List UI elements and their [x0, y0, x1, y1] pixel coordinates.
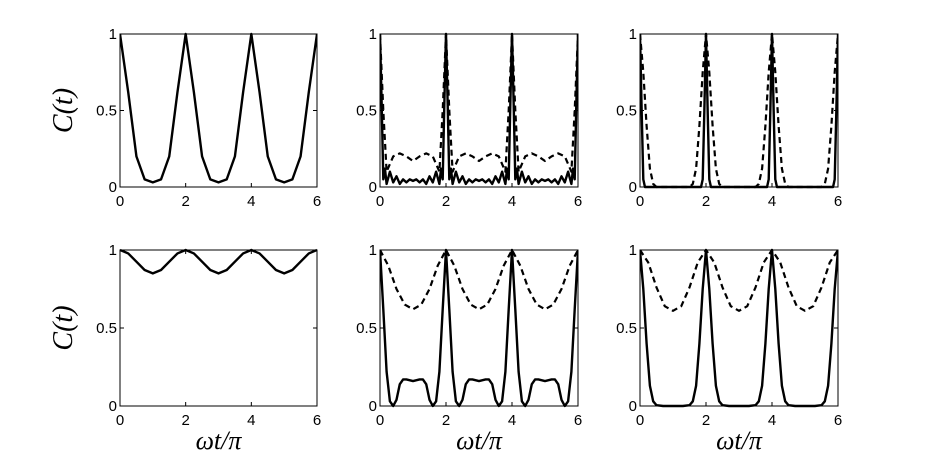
x-tick-label: 6: [834, 412, 842, 429]
panel-r1-c2: 0 2 4 6 0 0.5 1 ωt/π: [616, 242, 842, 455]
y-tick-label: 1: [369, 242, 377, 259]
x-tick-label: 0: [376, 412, 384, 429]
y-tick-label: 0: [109, 179, 117, 196]
x-tick-label: 0: [376, 193, 384, 210]
solid-series-line: [120, 32, 317, 184]
y-tick-label: 0.5: [616, 320, 637, 337]
y-tick-label: 0: [629, 398, 637, 415]
series-group: [120, 32, 317, 184]
y-tick-label: 0.5: [96, 103, 117, 120]
axes-frame: [119, 33, 318, 188]
x-tick-label: 0: [116, 193, 124, 210]
x-tick-label: 2: [442, 193, 450, 210]
x-tick-label: 4: [768, 193, 776, 210]
y-tick-label: 0: [369, 398, 377, 415]
dashed-series-line: [380, 32, 578, 173]
series-group: [380, 248, 578, 408]
axes-frame: [379, 249, 579, 407]
series-group: [380, 32, 578, 186]
panel-r0-c1: 0 2 4 6 0 0.5 1: [356, 26, 582, 210]
x-tick-label: 4: [247, 412, 255, 429]
x-tick-label: 6: [834, 193, 842, 210]
y-tick-label: 1: [629, 242, 637, 259]
x-tick-label: 0: [116, 412, 124, 429]
y-tick-label: 1: [629, 26, 637, 43]
axes-frame: [639, 249, 839, 407]
y-tick-label: 0.5: [616, 103, 637, 120]
x-tick-label: 2: [181, 412, 189, 429]
series-group: [640, 32, 838, 189]
x-tick-label: 4: [768, 412, 776, 429]
x-tick-label: 2: [702, 412, 710, 429]
panel-r1-c0: 0 2 4 6 0 0.5 1 C(t) ωt/π: [48, 242, 321, 455]
x-tick-label: 0: [636, 412, 644, 429]
axes-frame: [639, 33, 839, 188]
solid-series-line: [120, 248, 317, 275]
solid-series-line: [380, 248, 578, 408]
solid-series-line: [640, 32, 838, 189]
x-tick-label: 2: [702, 193, 710, 210]
dashed-series-line: [380, 248, 578, 311]
series-group: [640, 248, 838, 408]
x-tick-label: 6: [574, 193, 582, 210]
x-tick-label: 4: [247, 193, 255, 210]
y-tick-label: 0: [109, 398, 117, 415]
solid-series-line: [640, 248, 838, 408]
axes-frame: [379, 33, 579, 188]
y-axis-label: C(t): [48, 88, 79, 133]
x-tick-label: 2: [181, 193, 189, 210]
x-axis-label: ωt/π: [196, 426, 243, 455]
x-tick-label: 6: [574, 412, 582, 429]
panel-r1-c1: 0 2 4 6 0 0.5 1 ωt/π: [356, 242, 582, 455]
x-tick-label: 4: [508, 412, 516, 429]
series-group: [120, 248, 317, 275]
x-tick-label: 6: [313, 412, 321, 429]
y-tick-label: 0: [629, 179, 637, 196]
solid-series-line: [380, 32, 578, 186]
dashed-series-line: [640, 248, 838, 312]
y-tick-label: 0.5: [356, 320, 377, 337]
x-tick-label: 4: [508, 193, 516, 210]
dashed-series-line: [640, 32, 838, 189]
panel-r0-c2: 0 2 4 6 0 0.5 1: [616, 26, 842, 210]
y-axis-label: C(t): [48, 305, 79, 350]
x-tick-label: 6: [313, 193, 321, 210]
y-tick-label: 0.5: [356, 103, 377, 120]
x-axis-label: ωt/π: [716, 426, 763, 455]
y-tick-label: 0.5: [96, 320, 117, 337]
y-tick-label: 0: [369, 179, 377, 196]
y-tick-label: 1: [109, 242, 117, 259]
panel-r0-c0: 0 2 4 6 0 0.5 1 C(t): [48, 26, 321, 210]
y-tick-label: 1: [369, 26, 377, 43]
y-tick-label: 1: [109, 26, 117, 43]
x-axis-label: ωt/π: [456, 426, 503, 455]
x-tick-label: 2: [442, 412, 450, 429]
x-tick-label: 0: [636, 193, 644, 210]
